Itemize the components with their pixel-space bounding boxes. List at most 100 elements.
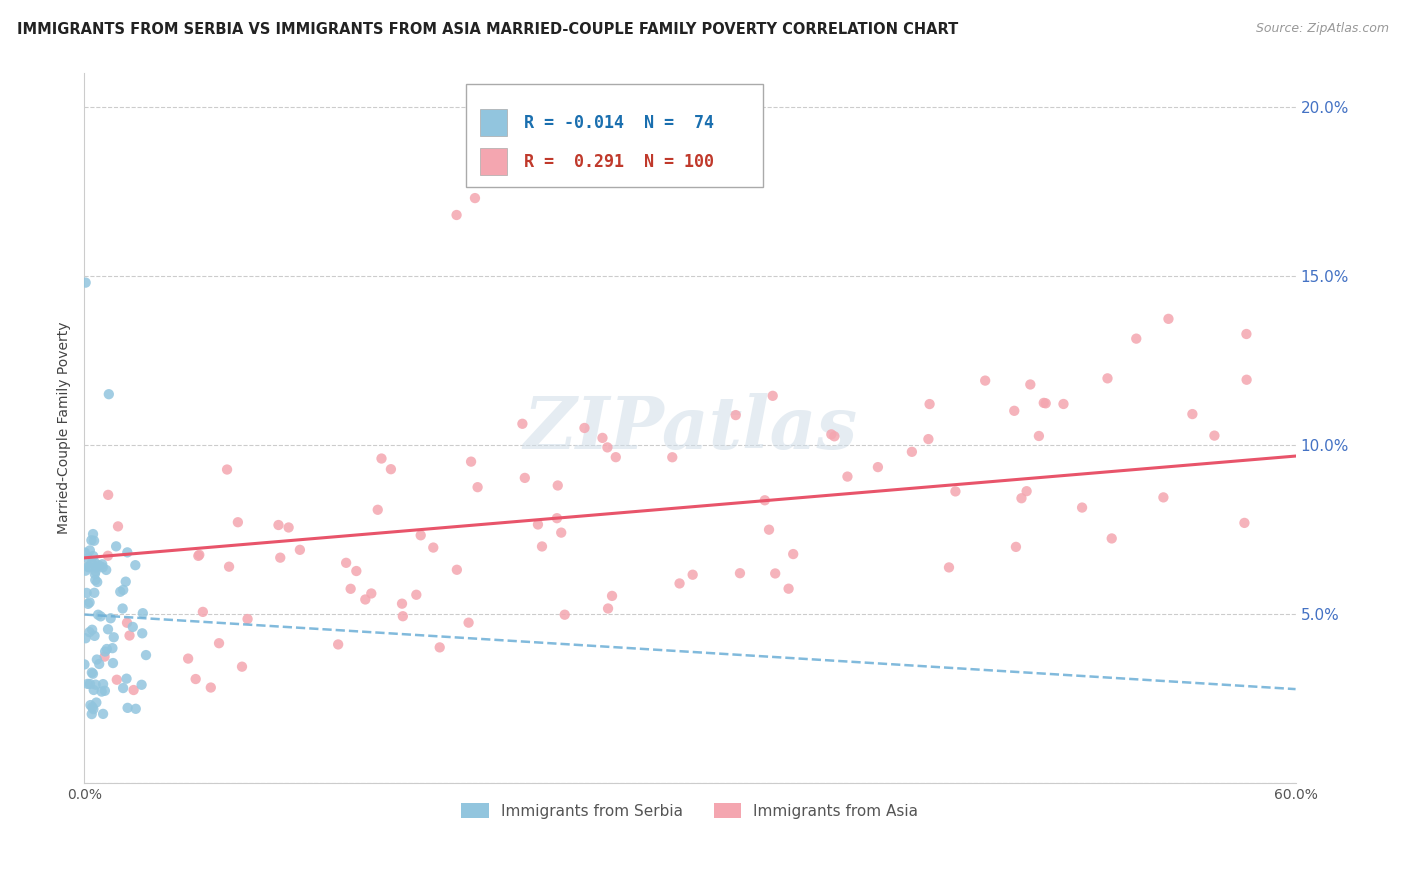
Point	[86, 696, 108, 710]
Point	[90, 609, 112, 624]
Point	[1052, 397, 1074, 411]
Point	[335, 556, 357, 570]
Point	[460, 455, 482, 469]
Point	[866, 460, 889, 475]
Point	[87, 607, 110, 622]
Point	[380, 462, 402, 476]
Point	[131, 626, 153, 640]
Point	[103, 630, 125, 644]
Point	[86, 560, 108, 574]
Point	[117, 701, 139, 715]
Point	[917, 432, 939, 446]
Point	[84, 573, 107, 587]
Point	[546, 511, 568, 525]
Text: ZIPatlas: ZIPatlas	[523, 392, 858, 464]
Point	[79, 595, 101, 609]
Point	[87, 558, 110, 573]
Point	[391, 597, 413, 611]
Point	[215, 462, 238, 476]
Point	[405, 588, 427, 602]
Point	[277, 520, 299, 534]
Point	[135, 648, 157, 662]
Point	[97, 549, 120, 563]
Point	[782, 547, 804, 561]
Point	[605, 450, 627, 465]
Point	[422, 541, 444, 555]
Point	[76, 677, 98, 691]
Point	[96, 563, 118, 577]
Point	[125, 702, 148, 716]
Point	[91, 677, 114, 691]
Point	[763, 566, 786, 581]
Point	[208, 636, 231, 650]
Point	[73, 657, 96, 672]
Point	[79, 543, 101, 558]
Point	[1011, 491, 1033, 506]
Point	[1204, 428, 1226, 442]
Point	[132, 606, 155, 620]
Point	[288, 542, 311, 557]
Point	[1233, 516, 1256, 530]
Point	[513, 471, 536, 485]
Point	[591, 431, 613, 445]
Point	[778, 582, 800, 596]
Point	[392, 609, 415, 624]
Point	[91, 706, 114, 721]
Point	[668, 576, 690, 591]
Point	[75, 632, 97, 646]
Point	[837, 469, 859, 483]
Point	[82, 623, 104, 637]
Point	[1181, 407, 1204, 421]
Point	[110, 584, 132, 599]
Point	[76, 551, 98, 566]
Point	[117, 545, 139, 559]
Point	[111, 601, 134, 615]
Point	[82, 666, 104, 681]
Point	[661, 450, 683, 465]
Point	[823, 429, 845, 443]
Point	[107, 519, 129, 533]
Point	[89, 657, 111, 671]
Point	[93, 649, 115, 664]
Text: R = -0.014  N =  74: R = -0.014 N = 74	[524, 114, 714, 132]
Point	[114, 574, 136, 589]
Point	[82, 549, 104, 563]
Y-axis label: Married-Couple Family Poverty: Married-Couple Family Poverty	[58, 322, 72, 534]
Point	[77, 597, 100, 611]
Point	[79, 625, 101, 640]
Point	[83, 554, 105, 568]
Point	[184, 672, 207, 686]
Point	[115, 615, 138, 630]
Point	[901, 445, 924, 459]
Point	[112, 681, 135, 695]
Point	[1152, 491, 1174, 505]
Point	[188, 548, 211, 562]
Point	[75, 564, 97, 578]
Point	[1005, 540, 1028, 554]
Point	[754, 493, 776, 508]
Text: Source: ZipAtlas.com: Source: ZipAtlas.com	[1256, 22, 1389, 36]
Point	[218, 559, 240, 574]
Point	[467, 480, 489, 494]
Point	[83, 629, 105, 643]
Point	[1019, 377, 1042, 392]
Point	[82, 527, 104, 541]
Point	[75, 276, 97, 290]
Point	[429, 640, 451, 655]
Text: R =  0.291  N = 100: R = 0.291 N = 100	[524, 153, 714, 171]
Point	[77, 560, 100, 574]
Point	[1157, 311, 1180, 326]
Point	[115, 672, 138, 686]
Point	[370, 451, 392, 466]
Point	[762, 389, 785, 403]
Point	[94, 644, 117, 658]
Point	[269, 550, 291, 565]
Point	[1032, 396, 1054, 410]
Point	[80, 707, 103, 722]
Point	[758, 523, 780, 537]
FancyBboxPatch shape	[465, 84, 762, 186]
Point	[728, 566, 751, 581]
Point	[360, 586, 382, 600]
Point	[73, 545, 96, 559]
Point	[226, 515, 249, 529]
